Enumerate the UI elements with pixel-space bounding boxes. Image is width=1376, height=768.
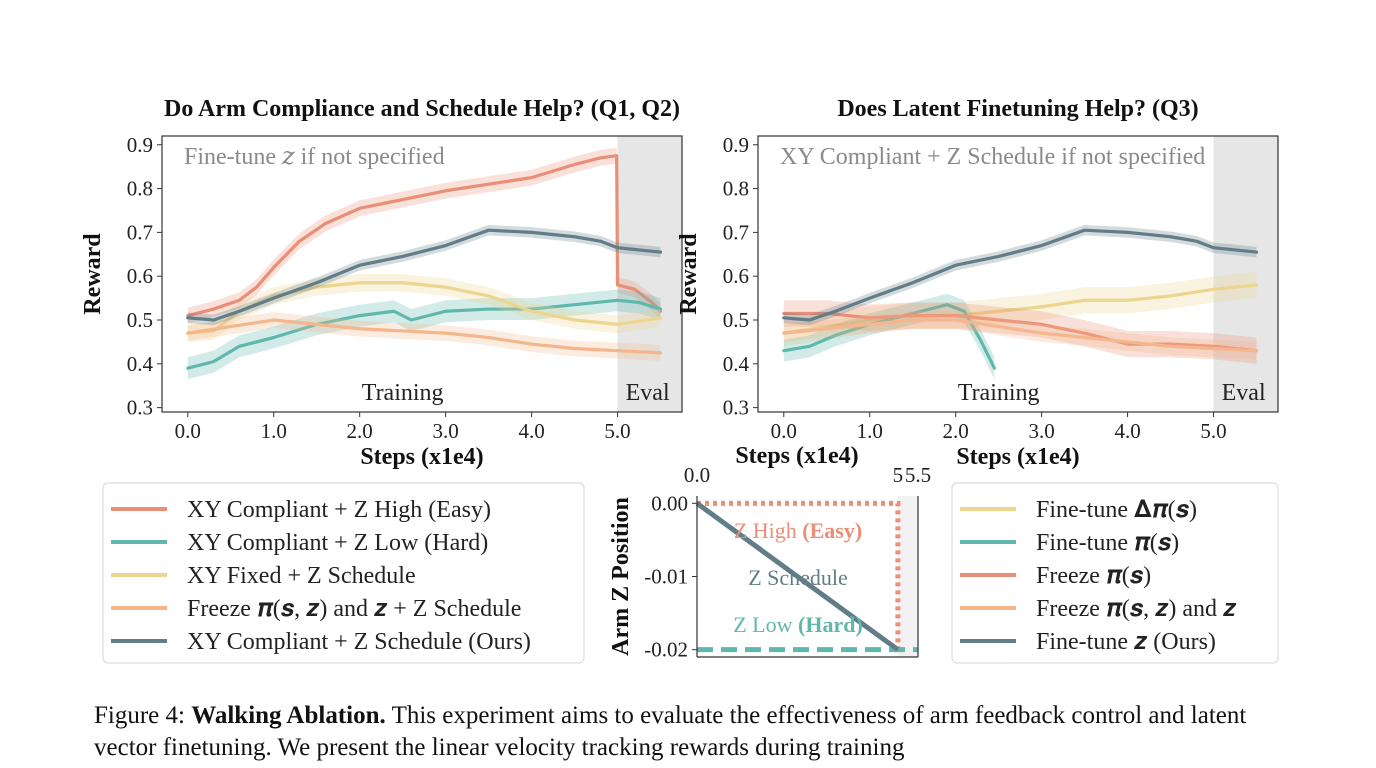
y-tick-label: 0.3	[723, 396, 749, 420]
legend-label: Freeze 𝝅(𝒔)	[1036, 563, 1151, 589]
y-tick-label: 0.5	[127, 308, 153, 332]
y-axis-label: Reward	[80, 233, 106, 315]
legend-label: Freeze 𝝅(𝒔, 𝒛) and 𝒛	[1036, 596, 1237, 622]
legend-label: XY Compliant + Z Low (Hard)	[187, 530, 488, 556]
x-tick-label: 2.0	[943, 419, 969, 443]
x-tick-label: 3.0	[433, 419, 459, 443]
series-band-4	[783, 311, 1257, 360]
training-label: Training	[958, 380, 1040, 406]
x-tick-label: 2.0	[347, 419, 373, 443]
eval-label: Eval	[626, 380, 670, 406]
z-high-label: Z High (Easy)	[734, 518, 862, 543]
y-tick-label: 0.3	[127, 396, 153, 420]
series-band-5	[187, 224, 661, 326]
legend-label: XY Compliant + Z High (Easy)	[187, 497, 491, 523]
plot-frame	[161, 135, 683, 413]
y-axis-label: Reward	[676, 233, 702, 315]
chart-panel-1: 0.0 1.0 2.0 3.0 4.0 5.0 0.3 0.4 0.5 0.6 0.7 0.8 0.9 D…	[80, 96, 683, 470]
y-tick-label: 0.5	[723, 308, 749, 332]
z-high-line	[697, 500, 901, 650]
series-line-5	[782, 228, 1259, 322]
legend-frame	[102, 482, 585, 664]
series-band-2	[187, 289, 661, 380]
eval-label: Eval	[1222, 380, 1266, 406]
plot-frame	[757, 135, 1279, 413]
chart-title: Do Arm Compliance and Schedule Help? (Q1…	[164, 96, 680, 122]
figure-canvas: 0.0 1.0 2.0 3.0 4.0 5.0 0.3 0.4 0.5 0.6 0.7 0.8 0.9 D…	[80, 96, 1279, 664]
legend-right: Fine-tune 𝚫𝝅(𝒔) Fine-tune 𝝅(𝒔) Freeze 𝝅(𝒔)…	[951, 482, 1279, 664]
legend-label: XY Compliant + Z Schedule (Ours)	[187, 629, 531, 655]
y-tick-label: 0.4	[723, 352, 750, 376]
eval-region	[617, 136, 682, 412]
z-schedule-line	[695, 501, 900, 652]
z-low-label: Z Low (Hard)	[733, 612, 863, 637]
series-line-2	[186, 298, 663, 370]
chart-title: Does Latent Finetuning Help? (Q3)	[837, 96, 1198, 122]
series-line-1	[186, 154, 663, 318]
panel-note: XY Compliant + Z Schedule if not specifi…	[780, 144, 1205, 170]
y-tick-label: 0.7	[723, 220, 749, 244]
y-axis-label: Arm Z Position	[608, 497, 634, 656]
x-tick-label: 0.0	[771, 419, 797, 443]
y-tick-label: 0.9	[723, 133, 749, 157]
series-line-5	[186, 228, 663, 322]
y-tick-label: 0.00	[651, 491, 688, 515]
legend-left: XY Compliant + Z High (Easy) XY Compliant…	[102, 482, 585, 664]
x-tick-label: 3.0	[1029, 419, 1055, 443]
panel-note: Fine-tune 𝑧 if not specified	[184, 144, 445, 170]
caption-bold: Walking Ablation.	[191, 702, 386, 729]
x-tick-label: 5.0	[604, 419, 630, 443]
x-tick-label: 4.0	[1114, 419, 1140, 443]
top-tick-label: 5.5	[905, 463, 931, 487]
x-tick-label: 1.0	[261, 419, 287, 443]
legend-frame	[951, 482, 1279, 664]
training-label: Training	[362, 380, 444, 406]
x-tick-label: 4.0	[518, 419, 544, 443]
series-line-4	[782, 318, 1259, 353]
x-tick-label: 0.0	[175, 419, 201, 443]
legend-label: Fine-tune 𝒛 (Ours)	[1036, 629, 1216, 655]
z-schedule-label: Z Schedule	[748, 565, 848, 590]
legend-label: Fine-tune 𝚫𝝅(𝒔)	[1036, 497, 1197, 523]
y-tick-label: -0.02	[644, 638, 688, 662]
schedule-plot: 0.0 5 5.5 0.00 -0.01 -0.02 Steps (x1e4) Arm Z P…	[608, 443, 931, 662]
x-axis-label: Steps (x1e4)	[956, 444, 1079, 470]
y-tick-label: 0.8	[723, 177, 749, 201]
figure-caption: Figure 4: Walking Ablation. This experim…	[94, 700, 1294, 764]
eval-region	[897, 496, 918, 657]
y-tick-label: 0.6	[127, 264, 153, 288]
series-line-4	[186, 318, 663, 355]
series-band-5	[783, 224, 1257, 326]
series-line-3	[782, 311, 1259, 353]
top-tick-label: 0.0	[684, 463, 710, 487]
x-tick-label: 5.0	[1200, 419, 1226, 443]
y-tick-label: 0.8	[127, 177, 153, 201]
y-tick-label: -0.01	[644, 565, 688, 589]
legend-label: Fine-tune 𝝅(𝒔)	[1036, 530, 1179, 556]
chart-panel-2: 0.0 1.0 2.0 3.0 4.0 5.0 0.3 0.4 0.5 0.6 0.7 0.8 0.9 D…	[676, 96, 1279, 470]
x-axis-label: Steps (x1e4)	[735, 443, 858, 469]
legend-label: XY Fixed + Z Schedule	[187, 563, 416, 589]
eval-region	[1213, 136, 1278, 412]
caption-text: This experiment aims to evaluate the eff…	[94, 702, 1247, 761]
legend-label: Freeze 𝝅(𝒔, 𝒛) and 𝒛 + Z Schedule	[187, 596, 521, 622]
y-tick-label: 0.7	[127, 220, 153, 244]
y-tick-label: 0.4	[127, 352, 154, 376]
series-line-1	[782, 283, 1259, 335]
x-tick-label: 1.0	[857, 419, 883, 443]
top-tick-label: 5	[893, 463, 904, 487]
caption-label: Figure 4:	[94, 702, 185, 729]
y-tick-label: 0.9	[127, 133, 153, 157]
series-band-3	[187, 274, 661, 342]
series-band-1	[187, 147, 661, 324]
y-tick-label: 0.6	[723, 264, 749, 288]
x-axis-label: Steps (x1e4)	[360, 444, 483, 470]
